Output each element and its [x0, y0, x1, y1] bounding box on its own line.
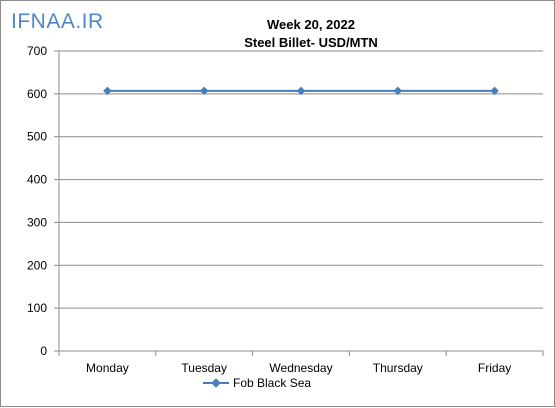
y-tick-label-500: 500	[27, 130, 47, 144]
x-tick-label-friday: Friday	[478, 361, 511, 375]
watermark-text: IFNAA.IR	[11, 10, 104, 33]
x-tick-label-wednesday: Wednesday	[269, 361, 332, 375]
legend-diamond-marker	[211, 378, 221, 388]
series-point-thursday	[393, 86, 403, 96]
legend: Fob Black Sea	[203, 376, 311, 390]
x-tick-label-tuesday: Tuesday	[181, 361, 227, 375]
y-tick-label-200: 200	[27, 258, 47, 272]
series-layer	[103, 86, 499, 96]
y-tick-label-100: 100	[27, 301, 47, 315]
series-point-wednesday	[296, 86, 306, 96]
legend-label: Fob Black Sea	[233, 376, 311, 390]
x-tick-labels: Monday Tuesday Wednesday Thursday Friday	[86, 361, 511, 375]
series-point-friday	[490, 86, 499, 96]
y-tick-label-300: 300	[27, 215, 47, 229]
chart-subtitle: Steel Billet- USD/MTN	[244, 35, 378, 50]
series-point-monday	[103, 86, 112, 96]
y-tick-label-600: 600	[27, 87, 47, 101]
y-tick-label-400: 400	[27, 173, 47, 187]
axis-layer	[54, 50, 544, 356]
chart-title: Week 20, 2022	[267, 17, 355, 32]
x-tick-label-thursday: Thursday	[373, 361, 423, 375]
x-tick-label-monday: Monday	[86, 361, 129, 375]
y-tick-labels: 0 100 200 300 400 500 600 700	[27, 44, 47, 358]
y-tick-label-700: 700	[27, 44, 47, 58]
series-point-tuesday	[199, 86, 209, 96]
y-tick-label-0: 0	[40, 344, 47, 358]
